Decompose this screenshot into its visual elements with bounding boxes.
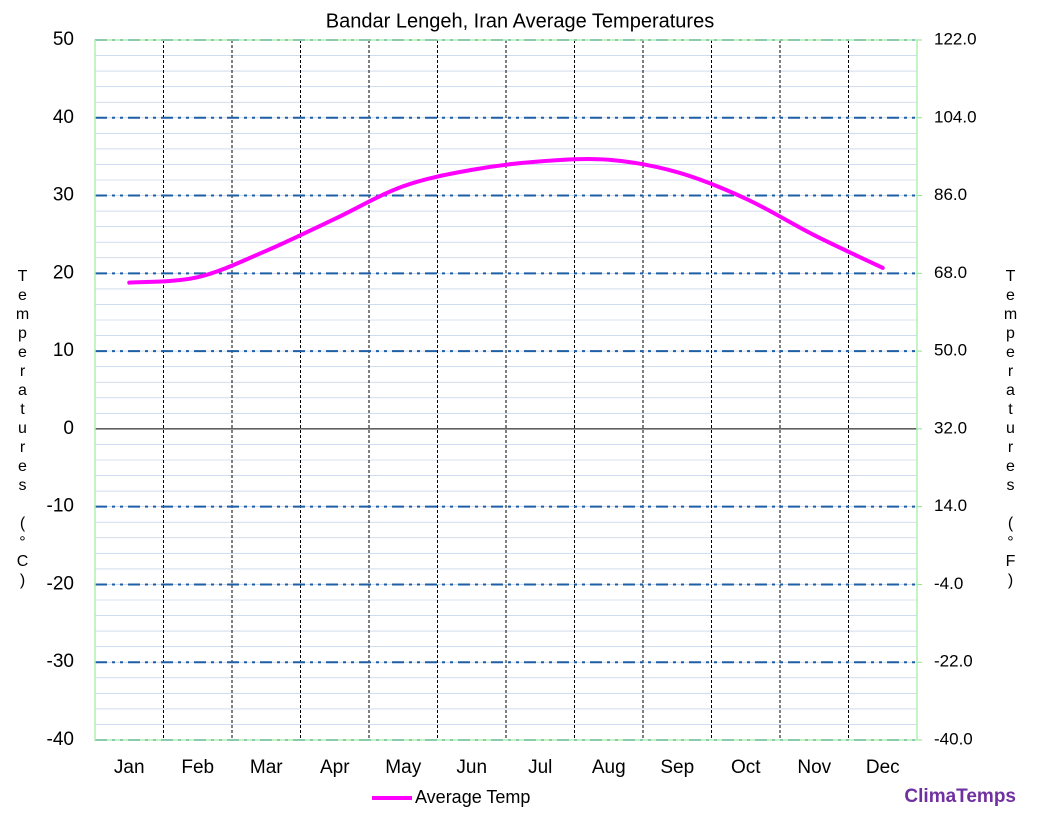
y2-tick-label: 68.0	[934, 263, 967, 282]
y-tick-label: -20	[47, 573, 74, 594]
y-axis-label: Temperatures (°C)	[14, 268, 31, 591]
y2-tick-label: -22.0	[934, 652, 973, 671]
x-tick-label: Aug	[592, 757, 626, 778]
x-tick-label: May	[385, 757, 421, 778]
y-tick-label: 20	[53, 262, 74, 283]
y2-tick-label: -4.0	[934, 574, 963, 593]
y2-tick-label: 122.0	[934, 29, 977, 48]
y2-axis-label: Temperatures (°F)	[1002, 268, 1019, 591]
x-tick-label: Feb	[181, 757, 214, 778]
x-tick-label: Jul	[528, 757, 552, 778]
plot-border	[94, 39, 918, 741]
y-tick-label: 30	[53, 185, 74, 206]
series-line	[127, 157, 885, 285]
brand: ClimaTemps	[904, 786, 1016, 807]
y2-tick-label: 104.0	[934, 107, 977, 126]
y2-tick-label: 14.0	[934, 496, 967, 515]
x-tick-label: Sep	[660, 757, 694, 778]
x-tick-label: Mar	[250, 757, 283, 778]
y-tick-label: 10	[53, 340, 74, 361]
y-tick-label: -30	[47, 651, 74, 672]
y-tick-label: 40	[53, 107, 74, 128]
y2-tick-label: 50.0	[934, 341, 967, 360]
legend-label: Average Temp	[415, 787, 530, 807]
x-tick-label: Oct	[731, 757, 761, 778]
y-tick-label: -10	[47, 496, 74, 517]
x-tick-label: Dec	[866, 757, 900, 778]
x-tick-label: Jun	[456, 757, 487, 778]
y2-tick-label: 32.0	[934, 418, 967, 437]
chart-title: Bandar Lengeh, Iran Average Temperatures	[326, 10, 714, 32]
x-tick-label: Nov	[797, 757, 831, 778]
y-tick-label: 0	[63, 418, 74, 439]
y-tick-label: 50	[53, 29, 74, 50]
y2-tick-label: 86.0	[934, 185, 967, 204]
y-tick-label: -40	[47, 729, 74, 750]
x-tick-label: Apr	[320, 757, 350, 778]
y2-tick-label: -40.0	[934, 729, 973, 748]
x-tick-label: Jan	[114, 757, 145, 778]
